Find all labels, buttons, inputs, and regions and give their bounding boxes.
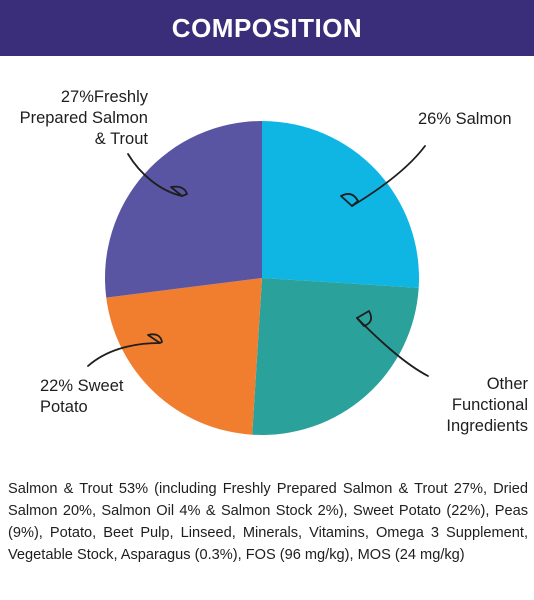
- arrow-sweet-potato: [87, 342, 161, 367]
- slice-label-other: Other Functional Ingredients: [446, 375, 528, 435]
- slice-label-freshly: 27%Freshly Prepared Salmon & Trout: [19, 88, 148, 148]
- arrowhead-other: [356, 310, 373, 327]
- arrowhead-sweet-potato: [147, 333, 163, 344]
- slice-freshly-prepared: [105, 120, 262, 298]
- slice-other-functional: [252, 278, 419, 435]
- composition-description: Salmon & Trout 53% (including Freshly Pr…: [8, 481, 528, 563]
- arrowhead-freshly: [170, 185, 188, 197]
- slice-label-sweet-potato: 22% Sweet Potato: [40, 377, 124, 416]
- header-bar: COMPOSITION: [0, 0, 534, 56]
- arrowhead-salmon: [340, 192, 359, 207]
- slice-sweet-potato: [106, 278, 262, 435]
- pie-chart: [87, 120, 429, 435]
- arrow-salmon: [351, 145, 426, 207]
- page-title: COMPOSITION: [171, 12, 363, 43]
- arrow-freshly: [127, 153, 183, 197]
- slice-label-salmon: 26% Salmon: [418, 110, 512, 128]
- slice-salmon: [262, 121, 419, 288]
